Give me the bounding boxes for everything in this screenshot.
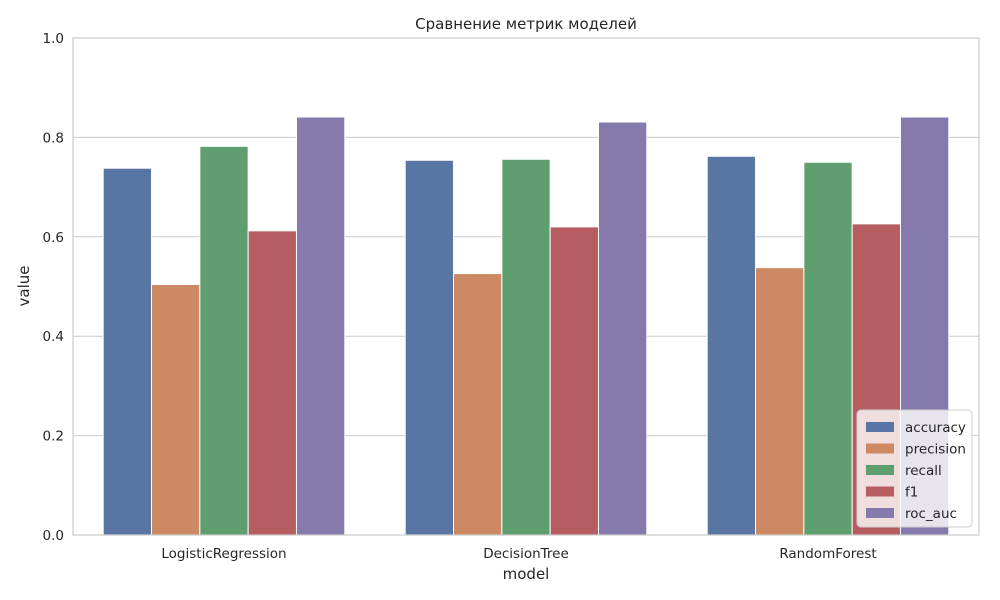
legend-swatch-roc_auc <box>866 508 894 518</box>
y-tick-label: 0.8 <box>43 130 64 146</box>
legend: accuracy precision recall f1 roc_auc <box>856 409 973 528</box>
legend-swatch-f1 <box>866 486 894 497</box>
legend-label-precision: precision <box>905 442 966 458</box>
x-tick-label: RandomForest <box>779 546 876 562</box>
plot-frame <box>72 37 980 536</box>
chart-title: Сравнение метрик моделей <box>415 15 637 33</box>
bar-precision-RandomForest <box>755 267 805 536</box>
bar-accuracy-DecisionTree <box>404 159 455 536</box>
bar-roc_auc-LogisticRegression <box>295 116 346 536</box>
y-tick-label: 1.0 <box>43 31 64 47</box>
bar-recall-LogisticRegression <box>199 145 249 536</box>
legend-label-f1: f1 <box>905 485 918 501</box>
bar-precision-DecisionTree <box>453 273 503 536</box>
y-axis-label: value <box>15 266 33 307</box>
legend-label-accuracy: accuracy <box>905 420 966 436</box>
y-tick-label: 0.6 <box>43 230 64 246</box>
bar-accuracy-LogisticRegression <box>102 167 153 536</box>
bars <box>102 116 950 536</box>
legend-swatch-accuracy <box>866 422 894 432</box>
bar-f1-DecisionTree <box>549 226 599 536</box>
legend-label-recall: recall <box>905 463 942 479</box>
y-tick-label: 0.2 <box>43 429 64 445</box>
bar-recall-DecisionTree <box>501 158 551 536</box>
y-tick-label: 0.4 <box>43 329 64 345</box>
legend-swatch-recall <box>866 465 894 475</box>
legend-box <box>856 409 973 528</box>
legend-swatch-precision <box>866 443 894 454</box>
y-axis: 0.0 0.2 0.4 0.6 0.8 1.0 <box>43 31 64 544</box>
bar-f1-LogisticRegression <box>247 230 297 536</box>
x-tick-label: DecisionTree <box>483 546 569 562</box>
legend-label-roc_auc: roc_auc <box>905 506 957 522</box>
x-axis: LogisticRegression DecisionTree RandomFore… <box>161 546 876 562</box>
y-tick-label: 0.0 <box>43 528 64 544</box>
x-axis-label: model <box>503 565 550 583</box>
bar-roc_auc-DecisionTree <box>597 121 648 536</box>
x-tick-label: LogisticRegression <box>161 546 286 562</box>
bar-precision-LogisticRegression <box>151 284 201 536</box>
bar-accuracy-RandomForest <box>706 155 757 536</box>
bar-recall-RandomForest <box>803 161 853 536</box>
